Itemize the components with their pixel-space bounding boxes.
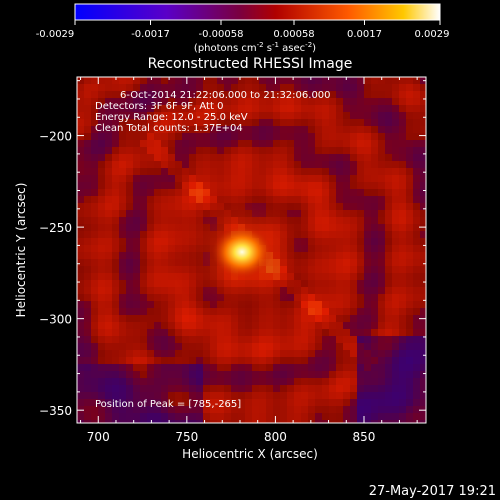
y-tick-label: −300 — [39, 313, 72, 327]
colorbar-tick-label: 0.0017 — [347, 29, 382, 40]
y-axis-ticks: −200 −250 −300 −350 — [39, 80, 426, 418]
y-tick-label: −200 — [39, 130, 72, 144]
x-tick-label: 800 — [264, 430, 287, 444]
colorbar-tick-label: 0.0029 — [415, 29, 450, 40]
annotation-line: Position of Peak = [785,-265] — [95, 399, 241, 410]
colorbar-units: (photons cm-2 s-1 asec-2) — [194, 41, 316, 54]
colorbar-ticks: -0.0029 -0.0017 -0.00058 0.00058 0.0017 0.002… — [36, 20, 450, 40]
plot-frame — [76, 76, 427, 424]
x-tick-label: 850 — [353, 430, 376, 444]
annotation-text: 6-Oct-2014 21:22:06.000 to 21:32:06.000D… — [95, 90, 331, 410]
colorbar — [74, 3, 441, 21]
y-axis-label: Heliocentric Y (arcsec) — [14, 183, 28, 318]
x-tick-label: 700 — [87, 430, 110, 444]
annotation-line: Detectors: 3F 6F 9F, Att 0 — [95, 101, 223, 112]
annotation-line: Energy Range: 12.0 - 25.0 keV — [95, 112, 248, 123]
y-tick-label: −350 — [39, 404, 72, 418]
timestamp: 27-May-2017 19:21 — [369, 484, 496, 499]
x-axis-ticks: 700 750 800 850 — [80, 77, 418, 444]
colorbar-tick-label: -0.00058 — [199, 29, 244, 40]
annotation-line: 6-Oct-2014 21:22:06.000 to 21:32:06.000 — [120, 90, 331, 101]
heatmap-image — [77, 77, 426, 423]
colorbar-tick-label: -0.0029 — [36, 29, 75, 40]
chart-title: Reconstructed RHESSI Image — [148, 56, 353, 72]
colorbar-tick-label: -0.0017 — [131, 29, 170, 40]
x-axis-label: Heliocentric X (arcsec) — [182, 447, 318, 461]
colorbar-tick-label: 0.00058 — [273, 29, 314, 40]
x-tick-label: 750 — [175, 430, 198, 444]
y-tick-label: −250 — [39, 221, 72, 235]
annotation-line: Clean Total counts: 1.37E+04 — [95, 123, 243, 134]
